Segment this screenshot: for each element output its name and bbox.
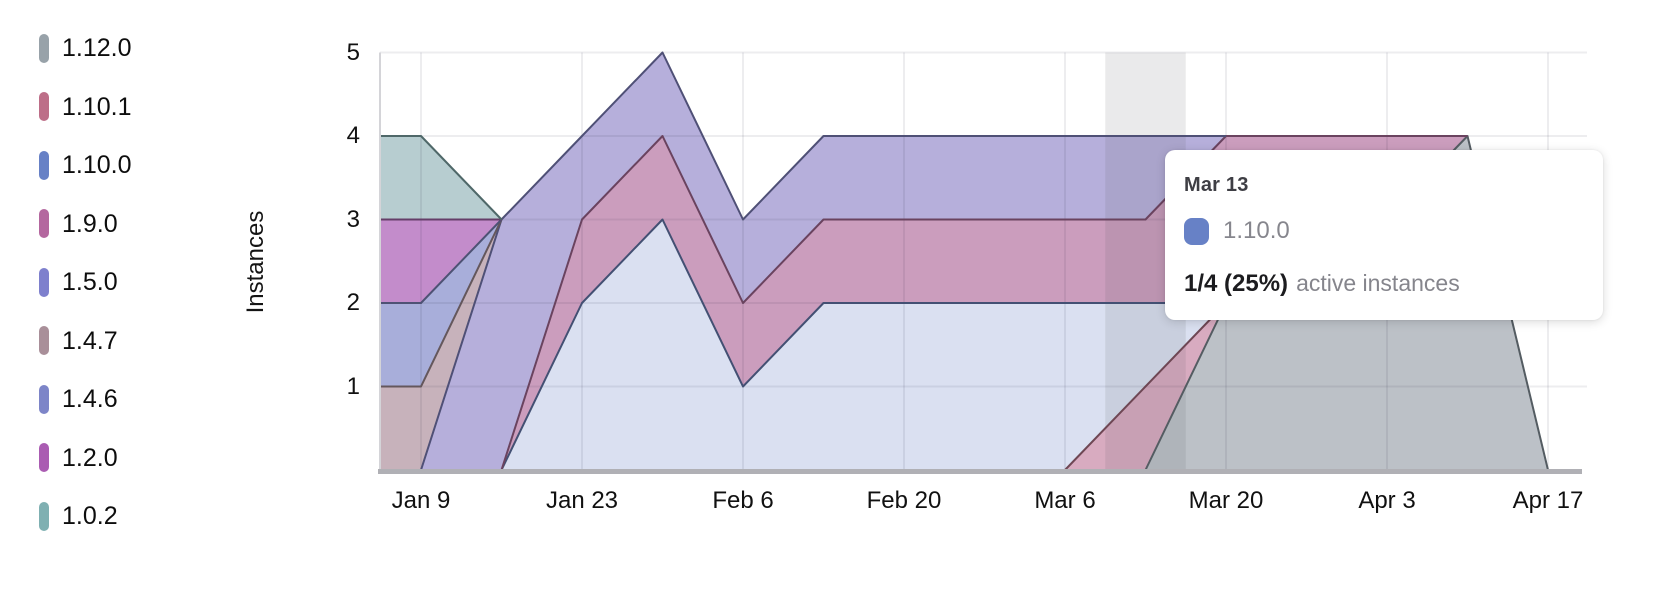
legend-swatch-icon xyxy=(39,33,49,63)
legend-item-label: 1.9.0 xyxy=(62,209,118,238)
series-swatch xyxy=(1184,217,1209,245)
x-tick-label: Feb 20 xyxy=(866,487,942,514)
legend-item-label: 1.0.2 xyxy=(62,502,118,530)
y-tick-label: 1 xyxy=(346,372,360,400)
x-tick-label: Mar 20 xyxy=(1188,487,1264,514)
area-line-1.4.7 xyxy=(380,219,503,388)
tooltip: Mar 13 1.10.0 1/4 (25%) active instances xyxy=(1165,150,1603,320)
x-tick-label: Jan 23 xyxy=(545,487,619,514)
legend-swatch-icon xyxy=(39,443,49,472)
area-line-1.10.0 xyxy=(500,218,1226,471)
legend-item-1.12.0[interactable]: 1.12.0 xyxy=(39,33,132,63)
legend-item-label: 1.12.0 xyxy=(62,34,132,62)
area-line-1.10.1 xyxy=(1064,302,1227,471)
tooltip-date: Mar 13 xyxy=(1184,174,1249,196)
y-tick-label: 3 xyxy=(346,205,360,233)
legend-item-label: 1.4.6 xyxy=(62,385,118,413)
tooltip-series-row: 1.10.0 xyxy=(1184,217,1603,245)
x-tick-label: Apr 17 xyxy=(1512,487,1584,514)
legend: 1.12.0 1.10.1 1.10.0 1.9.0 1.5.0 1.4.7 1.4.6 1.… xyxy=(39,33,132,531)
legend-swatch-icon xyxy=(39,267,49,297)
tooltip-series-name: 1.10.0 xyxy=(1223,217,1290,244)
legend-item-1.4.7[interactable]: 1.4.7 xyxy=(39,326,132,356)
area-line-1.0.2 xyxy=(380,135,503,221)
legend-item-1.0.2[interactable]: 1.0.2 xyxy=(39,501,132,531)
legend-swatch-icon xyxy=(39,384,49,414)
legend-swatch-icon xyxy=(39,501,49,531)
area-line-1.5.0 xyxy=(420,51,1226,471)
area-line-1.9.0 xyxy=(500,135,1468,471)
legend-item-label: 1.10.1 xyxy=(62,92,132,121)
x-tick-label: Apr 3 xyxy=(1358,487,1416,514)
x-tick-label: Jan 9 xyxy=(391,487,451,514)
tooltip-value: 1/4 (25%) xyxy=(1184,270,1289,297)
legend-item-label: 1.4.7 xyxy=(62,326,118,355)
legend-item-1.9.0[interactable]: 1.9.0 xyxy=(39,209,132,239)
legend-item-label: 1.2.0 xyxy=(62,443,118,472)
legend-swatch-icon xyxy=(39,209,49,238)
area-line-1.4.6 xyxy=(380,218,503,304)
legend-item-1.10.0[interactable]: 1.10.0 xyxy=(39,150,132,180)
tooltip-value-suffix: active instances xyxy=(1296,270,1460,296)
area-fill-1.12.0 xyxy=(380,136,1548,470)
legend-item-label: 1.5.0 xyxy=(62,268,118,296)
y-tick-label: 4 xyxy=(346,122,360,149)
legend-item-1.10.1[interactable]: 1.10.1 xyxy=(39,92,132,122)
x-tick-label: Mar 6 xyxy=(1034,487,1096,514)
x-tick-label: Feb 6 xyxy=(712,487,774,514)
legend-item-label: 1.10.0 xyxy=(62,151,132,179)
legend-swatch-icon xyxy=(39,150,49,180)
y-tick-label: 2 xyxy=(346,289,360,316)
legend-item-1.4.6[interactable]: 1.4.6 xyxy=(39,384,132,414)
y-tick-label: 5 xyxy=(346,38,360,66)
tooltip-value-row: 1/4 (25%) active instances xyxy=(1184,269,1603,298)
legend-item-1.2.0[interactable]: 1.2.0 xyxy=(39,443,132,473)
legend-swatch-icon xyxy=(39,92,49,121)
legend-item-1.5.0[interactable]: 1.5.0 xyxy=(39,267,132,297)
legend-swatch-icon xyxy=(39,326,49,355)
